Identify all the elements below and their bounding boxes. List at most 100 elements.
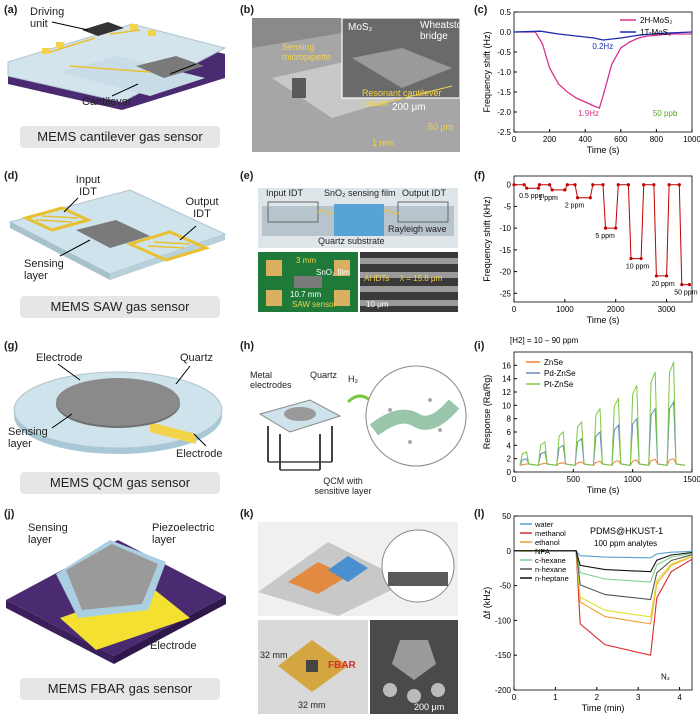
panel-c: (c) 0 200 400 600 800 1000 0.5 0.0 -0.5 -1.0 -1.5 -… [470, 0, 700, 160]
point-label: 5 ppm [595, 233, 615, 240]
legend-label: Pt-ZnSe [544, 380, 574, 389]
annot-electrode-bottom: Electrode [176, 448, 223, 460]
y-tick-label: -10 [499, 224, 511, 233]
legend-label: 1T-MoS₂ [640, 28, 671, 37]
panel-label-g: (g) [4, 340, 19, 352]
sensing-layer-pad [76, 220, 150, 248]
y-tick-label: -2.5 [497, 128, 511, 137]
annot-n2: N₂ [661, 673, 670, 682]
y-tick-label: 0.0 [500, 28, 512, 37]
y-axis-label: Frequency shift (Hz) [482, 31, 492, 112]
caption-j: MEMS FBAR gas sensor [20, 678, 220, 700]
panel-j: (j) Sensing layer Piezoelectric layer El… [0, 500, 235, 718]
annot-h2: H₂ [348, 374, 358, 384]
annot-200um-k: 200 μm [414, 702, 445, 712]
panel-i: (i) 0 500 1000 1500 0 2 4 6 8 10 12 14 16 Time (s) Res… [470, 330, 700, 500]
data-point [537, 183, 542, 187]
panel-label-j: (j) [4, 508, 15, 520]
panel-label-a: (a) [4, 4, 18, 16]
panel-label-k: (k) [240, 508, 254, 520]
chart-title: PDMS@HKUST-1 [590, 526, 663, 536]
panel-f: (f) 0 1000 2000 3000 0 -5 -10 -15 -20 -25 Time (s)… [470, 160, 700, 330]
annot-1-9hz: 1.9Hz [578, 109, 599, 118]
al-idt-sem: Al IDTs λ = 15.8 μm 10 μm [360, 252, 458, 312]
panel-d: (d) Input IDT Output IDT Sensing layer M… [0, 160, 235, 330]
data-point [525, 186, 529, 190]
data-point [588, 196, 592, 200]
caption-d: MEMS SAW gas sensor [20, 296, 220, 318]
qcm-schematic [13, 363, 223, 454]
annot-sensing-layer-d: Sensing layer [24, 258, 64, 282]
legend-label: ZnSe [544, 358, 564, 367]
annot-50ppb: 50 ppb [653, 109, 678, 118]
y-axis-label: Δf (kHz) [482, 587, 492, 620]
y-tick-label: -0.5 [497, 48, 511, 57]
y-tick-label: 4 [507, 441, 512, 450]
annot-quartz-h: Quartz [310, 370, 338, 380]
annot-sensing-layer-g: Sensing layer [8, 426, 48, 450]
x-tick-label: 1000 [624, 475, 642, 484]
legend-label: n-hexane [535, 565, 566, 574]
x-tick-label: 1 [553, 693, 558, 702]
panel-label-l: (l) [474, 508, 485, 520]
x-tick-label: 1500 [683, 475, 700, 484]
point-label: 1 ppm [538, 195, 558, 202]
fbar-sem: 200 μm [370, 620, 458, 714]
annot-driving-unit: Driving unit [30, 6, 65, 30]
annot-3mm: 3 mm [296, 256, 316, 265]
series-line-0 [514, 31, 692, 109]
chart-title: [H2] = 10 – 90 ppm [510, 336, 579, 345]
saw-device-render: Input IDT SnO₂ sensing film Output IDT Q… [258, 188, 458, 248]
panel-label-e: (e) [240, 170, 254, 182]
sensing-pad [136, 56, 204, 78]
legend-label: n-heptane [535, 574, 569, 583]
y-tick-label: -20 [499, 268, 511, 277]
y-tick-label: 8 [507, 415, 512, 424]
data-point [667, 183, 671, 187]
data-point [548, 183, 552, 187]
y-tick-label: -200 [495, 686, 512, 695]
data-point [601, 183, 605, 187]
cantilever-schematic [7, 21, 227, 110]
data-point [603, 226, 608, 230]
x-tick-label: 0 [512, 475, 517, 484]
y-axis-label: Frequency shift (kHz) [482, 196, 492, 282]
annot-200um: 200 μm [392, 102, 426, 113]
y-tick-label: 0.5 [500, 8, 512, 17]
data-point [654, 274, 658, 278]
driving-unit-chip [82, 22, 124, 36]
annot-wheatstone: Wheatstone bridge [420, 20, 460, 42]
data-point [652, 183, 656, 187]
legend-label: water [534, 520, 554, 529]
point-label: 10 ppm [626, 264, 650, 271]
series-line-1 [519, 400, 685, 466]
y-tick-label: -25 [499, 289, 511, 298]
fbar-render [258, 522, 458, 616]
x-tick-label: 800 [650, 135, 664, 144]
x-axis-label: Time (min) [582, 703, 625, 713]
legend-label: methanol [535, 529, 566, 538]
x-tick-label: 200 [543, 135, 557, 144]
annot-rayleigh-wave: Rayleigh wave [388, 224, 447, 234]
x-tick-label: 0 [512, 135, 517, 144]
point-label: 20 ppm [651, 281, 675, 288]
legend-label: 2H-MoS₂ [640, 16, 672, 25]
annot-resonant-cantilever: Resonant cantilever sensor [362, 88, 442, 108]
legend-label: ethanol [535, 538, 560, 547]
annot-1mm: 1 mm [372, 138, 395, 148]
data-point [563, 188, 567, 192]
x-axis-label: Time (s) [587, 315, 620, 325]
y-tick-label: -50 [499, 582, 511, 591]
y-tick-label: -1.0 [497, 68, 511, 77]
y-axis-label: Response (Ra/Rg) [482, 375, 492, 450]
data-point [639, 256, 643, 261]
annot-electrode-j: Electrode [150, 640, 197, 652]
panel-a: (a) Driving unit Cantilever MEMS cantile… [0, 0, 235, 160]
series-line-6 [514, 550, 693, 573]
sem-image-b: MoS₂ Wheatstone bridge Resonant cantilev… [252, 18, 460, 152]
y-tick-label: 6 [507, 428, 512, 437]
panel-label-i: (i) [474, 340, 485, 352]
annot-sno2-film: SnO₂ sensing film [324, 188, 396, 198]
panel-label-f: (f) [474, 170, 485, 182]
legend-label: Pd-ZnSe [544, 369, 576, 378]
